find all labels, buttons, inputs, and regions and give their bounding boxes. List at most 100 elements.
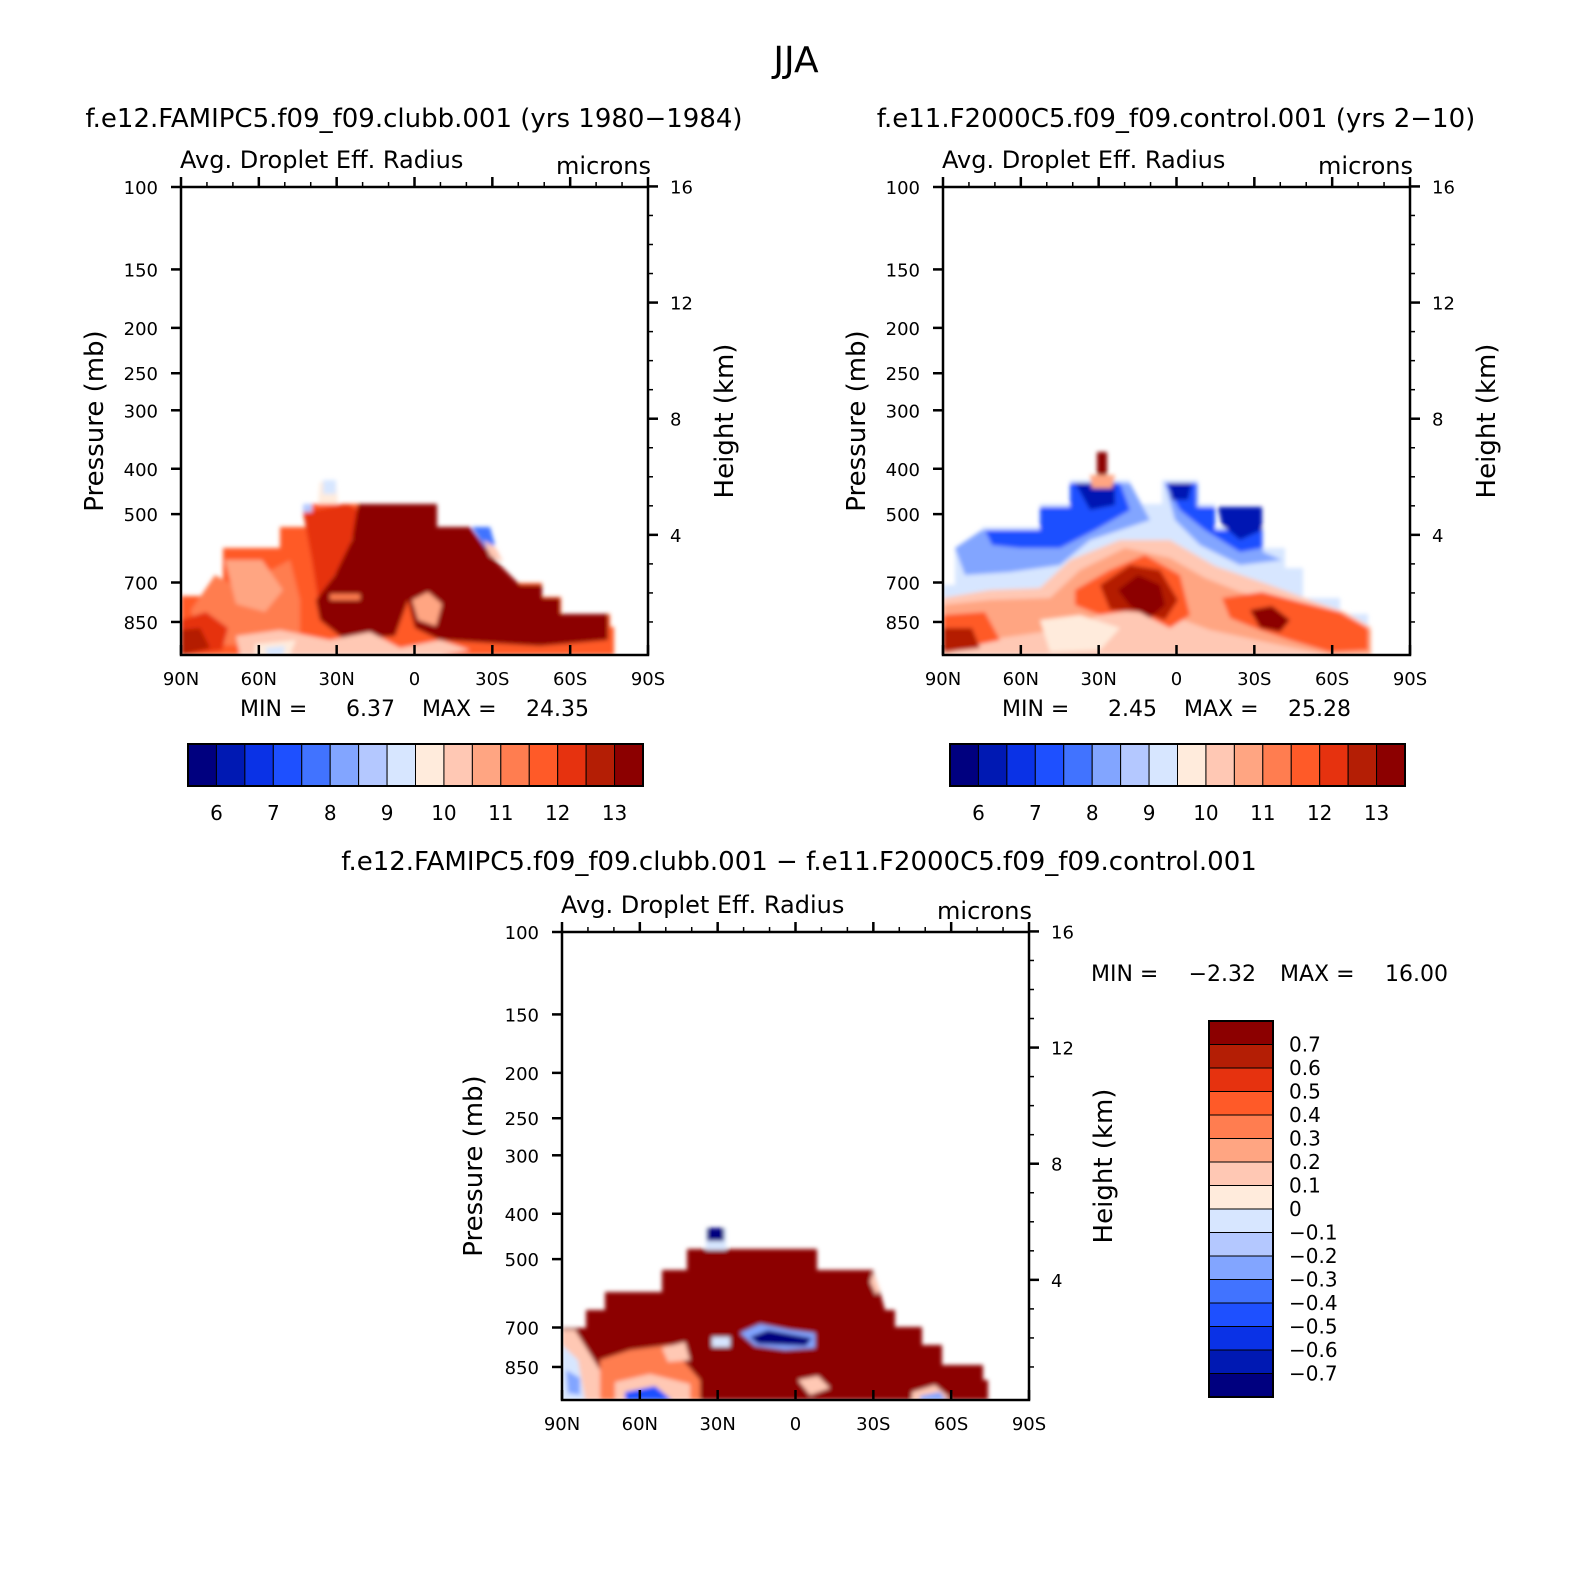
lat-tick-label: 30S — [856, 1414, 890, 1435]
colorbar-swatch — [1208, 1326, 1274, 1351]
panel-subtitle: Avg. Droplet Eff. Radius — [561, 891, 844, 919]
colorbar-tick-label: −0.5 — [1289, 1315, 1338, 1339]
pressure-tick-label: 500 — [505, 1250, 539, 1271]
colorbar-swatch — [1177, 743, 1207, 787]
pressure-tick-label: 100 — [124, 178, 158, 199]
contour-fill-10 — [412, 592, 442, 626]
colorbar-tick-label: −0.4 — [1289, 1291, 1338, 1315]
contour-fill-15 — [1118, 575, 1165, 618]
colorbar-swatch — [329, 743, 360, 787]
colorbar-swatch — [415, 743, 445, 787]
y-axis-label: Pressure (mb) — [459, 1075, 489, 1256]
contour-fill-14 — [181, 628, 210, 655]
height-tick-label: 16 — [1432, 177, 1455, 198]
colorbar-swatch — [1208, 1302, 1274, 1327]
pressure-tick-label: 700 — [124, 574, 158, 595]
contour-fill-12 — [1222, 592, 1368, 652]
height-tick-label: 16 — [1051, 922, 1074, 943]
contour-fill-5 — [920, 1392, 946, 1400]
colorbar-tick-label: 12 — [1307, 801, 1332, 825]
max-label: MAX = — [422, 697, 497, 722]
lat-tick-label: 60N — [1003, 669, 1039, 690]
contour-fill-9 — [484, 540, 503, 562]
min-value: −2.32 — [1189, 962, 1256, 987]
pressure-tick-label: 850 — [505, 1358, 539, 1379]
contour-fill-9 — [236, 630, 470, 655]
height-tick-label: 8 — [1051, 1155, 1062, 1176]
pressure-tick-label: 500 — [886, 505, 920, 526]
colorbar-swatch — [1208, 1373, 1274, 1398]
colorbar-tick-label: 13 — [1364, 801, 1389, 825]
colorbar-swatch — [1063, 743, 1093, 787]
colorbar-tick-label: −0.7 — [1289, 1362, 1338, 1386]
contour-fill-5 — [566, 1370, 580, 1395]
colorbar-swatch — [1091, 743, 1122, 787]
contour-fill-9 — [798, 1376, 830, 1395]
lat-tick-label: 30N — [318, 669, 354, 690]
colorbar-swatch — [1208, 1161, 1274, 1186]
pressure-tick-label: 150 — [505, 1005, 539, 1026]
colorbar-swatch — [1208, 1020, 1274, 1045]
pressure-tick-label: 300 — [505, 1146, 539, 1167]
pressure-tick-label: 250 — [124, 364, 158, 385]
colorbar-tick-label: −0.1 — [1289, 1221, 1338, 1245]
lat-tick-label: 0 — [1171, 669, 1182, 690]
panel-control: f.e11.F2000C5.f09_f09.control.001 (yrs 2… — [842, 104, 1502, 825]
y2-axis-label: Height (km) — [710, 344, 740, 499]
colorbar-swatch — [1034, 743, 1065, 787]
contour-fill-11 — [330, 594, 360, 600]
contour-fill-10 — [225, 560, 283, 612]
height-tick-label: 12 — [1051, 1039, 1074, 1060]
contour-fill-15 — [316, 504, 608, 646]
colorbar-tick-label: 0.1 — [1289, 1174, 1321, 1198]
colorbar-swatch — [977, 743, 1008, 787]
lat-tick-label: 30S — [475, 669, 509, 690]
colorbar-tick-label: 8 — [324, 801, 337, 825]
colorbar-tick-label: 12 — [545, 801, 570, 825]
colorbar-tick-label: 13 — [602, 801, 627, 825]
min-label: MIN = — [1002, 697, 1069, 722]
lat-tick-label: 60S — [553, 669, 587, 690]
colorbar-swatch — [1208, 1208, 1274, 1233]
height-tick-label: 8 — [1432, 410, 1443, 431]
contour-fill-0 — [707, 1228, 724, 1241]
min-value: 2.45 — [1108, 697, 1157, 722]
colorbar-swatch — [1120, 743, 1150, 787]
pressure-tick-label: 850 — [124, 613, 158, 634]
pressure-tick-label: 150 — [124, 260, 158, 281]
pressure-tick-label: 200 — [124, 319, 158, 340]
y-axis-label: Pressure (mb) — [842, 330, 872, 511]
lat-tick-label: 30S — [1237, 669, 1271, 690]
contour-fill-14 — [943, 628, 980, 652]
colorbar-tick-label: 9 — [1143, 801, 1156, 825]
colorbar-swatch — [1208, 1091, 1274, 1116]
colorbar-swatch — [1208, 1138, 1274, 1163]
colorbar-swatch — [1148, 743, 1178, 787]
colorbar-swatch — [272, 743, 303, 787]
lat-tick-label: 60S — [1315, 669, 1349, 690]
contour-field — [181, 480, 614, 655]
colorbar-tick-label: 10 — [431, 801, 456, 825]
lat-tick-label: 0 — [790, 1414, 801, 1435]
colorbar-swatch — [1208, 1255, 1274, 1280]
colorbar-swatch — [1208, 1067, 1274, 1092]
pressure-tick-label: 400 — [124, 460, 158, 481]
pressure-tick-label: 400 — [505, 1205, 539, 1226]
pressure-tick-label: 300 — [886, 401, 920, 422]
colorbar-swatch — [1205, 743, 1235, 787]
lat-tick-label: 60N — [241, 669, 277, 690]
colorbar-tick-label: −0.2 — [1289, 1244, 1338, 1268]
height-tick-label: 12 — [670, 294, 693, 315]
contour-fill-9 — [662, 1342, 690, 1362]
colorbar-swatch — [585, 743, 616, 787]
pressure-tick-label: 250 — [505, 1109, 539, 1130]
colorbar-tick-label: 0.6 — [1289, 1056, 1321, 1080]
pressure-tick-label: 400 — [886, 460, 920, 481]
contour-fill-13 — [303, 504, 360, 598]
contour-fill-15 — [1250, 606, 1290, 632]
colorbar-tick-label: 0.7 — [1289, 1033, 1321, 1057]
colorbar-swatch — [1347, 743, 1378, 787]
colorbar-tick-label: 6 — [210, 801, 223, 825]
panel-units: microns — [937, 897, 1032, 925]
